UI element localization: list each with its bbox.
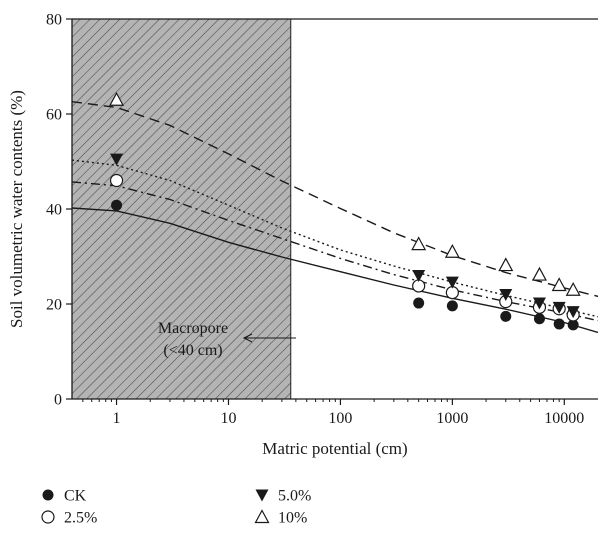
data-point [499, 289, 513, 301]
legend-label: CK [64, 488, 87, 505]
annotation-line-1: Macropore [158, 320, 228, 337]
data-point [413, 297, 425, 309]
y-tick-label: 40 [46, 202, 62, 219]
annotation-line-2: (<40 cm) [163, 342, 222, 359]
data-points [109, 91, 581, 331]
data-point [411, 236, 427, 251]
data-point [111, 199, 123, 211]
x-tick-label: 10000 [544, 410, 584, 427]
x-tick-label: 1 [113, 410, 121, 427]
data-point [500, 310, 512, 322]
data-point [109, 91, 125, 106]
x-axis-label: Matric potential (cm) [262, 439, 407, 458]
tick-labels: 0 20 40 60 80 1 10 100 1000 10000 [46, 12, 584, 428]
x-tick-label: 10 [220, 410, 236, 427]
y-tick-label: 0 [54, 392, 62, 409]
fit-line-2 [72, 159, 598, 318]
y-tick-label: 20 [46, 297, 62, 314]
data-point [412, 270, 426, 282]
fit-line-3 [72, 101, 598, 298]
legend-marker [254, 509, 270, 524]
y-tick-label: 80 [46, 12, 62, 29]
data-point [551, 277, 567, 292]
y-tick-label: 60 [46, 107, 62, 124]
x-tick-label: 1000 [436, 410, 468, 427]
legend-label: 10% [278, 510, 307, 527]
legend: CK 2.5% 5.0% 10% [41, 488, 311, 527]
fit-curves [72, 101, 598, 334]
data-point [565, 281, 581, 296]
data-point [109, 173, 124, 188]
data-point [531, 266, 547, 281]
annotation-arrow [242, 333, 296, 343]
legend-label: 5.0% [278, 488, 311, 505]
y-axis-label: Soil volumetric water contents (%) [7, 90, 26, 328]
data-point [552, 301, 566, 314]
legend-marker [42, 489, 54, 501]
legend-marker [255, 489, 269, 502]
data-point [533, 313, 545, 325]
macropore-annotation: Macropore (<40 cm) [158, 320, 296, 359]
arrow-head [242, 333, 253, 343]
macropore-shaded-region [71, 18, 292, 400]
data-point [532, 297, 546, 310]
data-point [445, 276, 459, 289]
legend-label: 2.5% [64, 510, 97, 527]
x-tick-label: 100 [328, 410, 352, 427]
data-point [553, 318, 565, 330]
data-point [444, 243, 460, 258]
legend-marker [41, 510, 55, 524]
data-point [110, 153, 124, 166]
data-point [567, 319, 579, 331]
fit-line-0 [72, 207, 598, 334]
fit-line-1 [72, 181, 598, 322]
data-point [446, 300, 458, 312]
data-point [498, 257, 514, 272]
data-point [566, 306, 580, 319]
